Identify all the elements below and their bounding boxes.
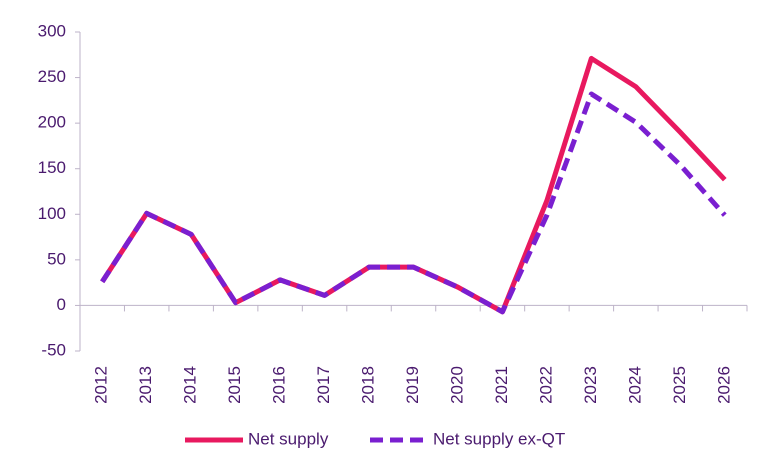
y-tick-label: 200: [38, 113, 66, 132]
y-tick-label: -50: [41, 340, 66, 359]
series-line: [100, 91, 727, 315]
y-tick-label: 300: [38, 21, 66, 40]
x-tick-label: 2017: [314, 366, 333, 404]
series-line: [100, 55, 727, 315]
x-tick-label: 2012: [92, 366, 111, 404]
legend-label: Net supply ex-QT: [433, 429, 565, 448]
x-tick-label: 2015: [225, 366, 244, 404]
x-tick-label: 2020: [447, 366, 466, 404]
y-tick-label: 250: [38, 67, 66, 86]
x-tick-label: 2021: [492, 366, 511, 404]
x-tick-label: 2025: [670, 366, 689, 404]
y-tick-label: 150: [38, 158, 66, 177]
x-tick-label: 2013: [136, 366, 155, 404]
x-tick-label: 2023: [581, 366, 600, 404]
legend: Net supply Net supply ex-QT: [185, 429, 565, 448]
x-tick-label: 2026: [714, 366, 733, 404]
x-tick-label: 2018: [359, 366, 378, 404]
x-tick-label: 2014: [181, 366, 200, 404]
y-tick-label: 0: [57, 295, 66, 314]
x-tick-label: 2022: [536, 366, 555, 404]
x-tick-label: 2019: [403, 366, 422, 404]
x-tick-label: 2016: [270, 366, 289, 404]
legend-label: Net supply: [248, 429, 329, 448]
y-tick-label: 100: [38, 204, 66, 223]
y-tick-label: 50: [47, 249, 66, 268]
x-tick-label: 2024: [625, 366, 644, 404]
